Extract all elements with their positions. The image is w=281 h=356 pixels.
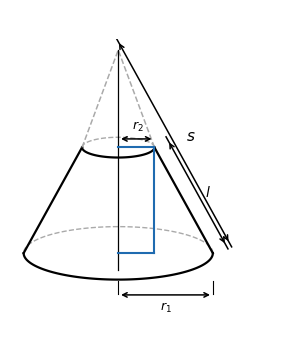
- Text: $r_2$: $r_2$: [132, 120, 144, 134]
- Text: $s$: $s$: [186, 129, 196, 144]
- Text: $r_1$: $r_1$: [160, 301, 171, 315]
- Text: $l$: $l$: [205, 185, 211, 200]
